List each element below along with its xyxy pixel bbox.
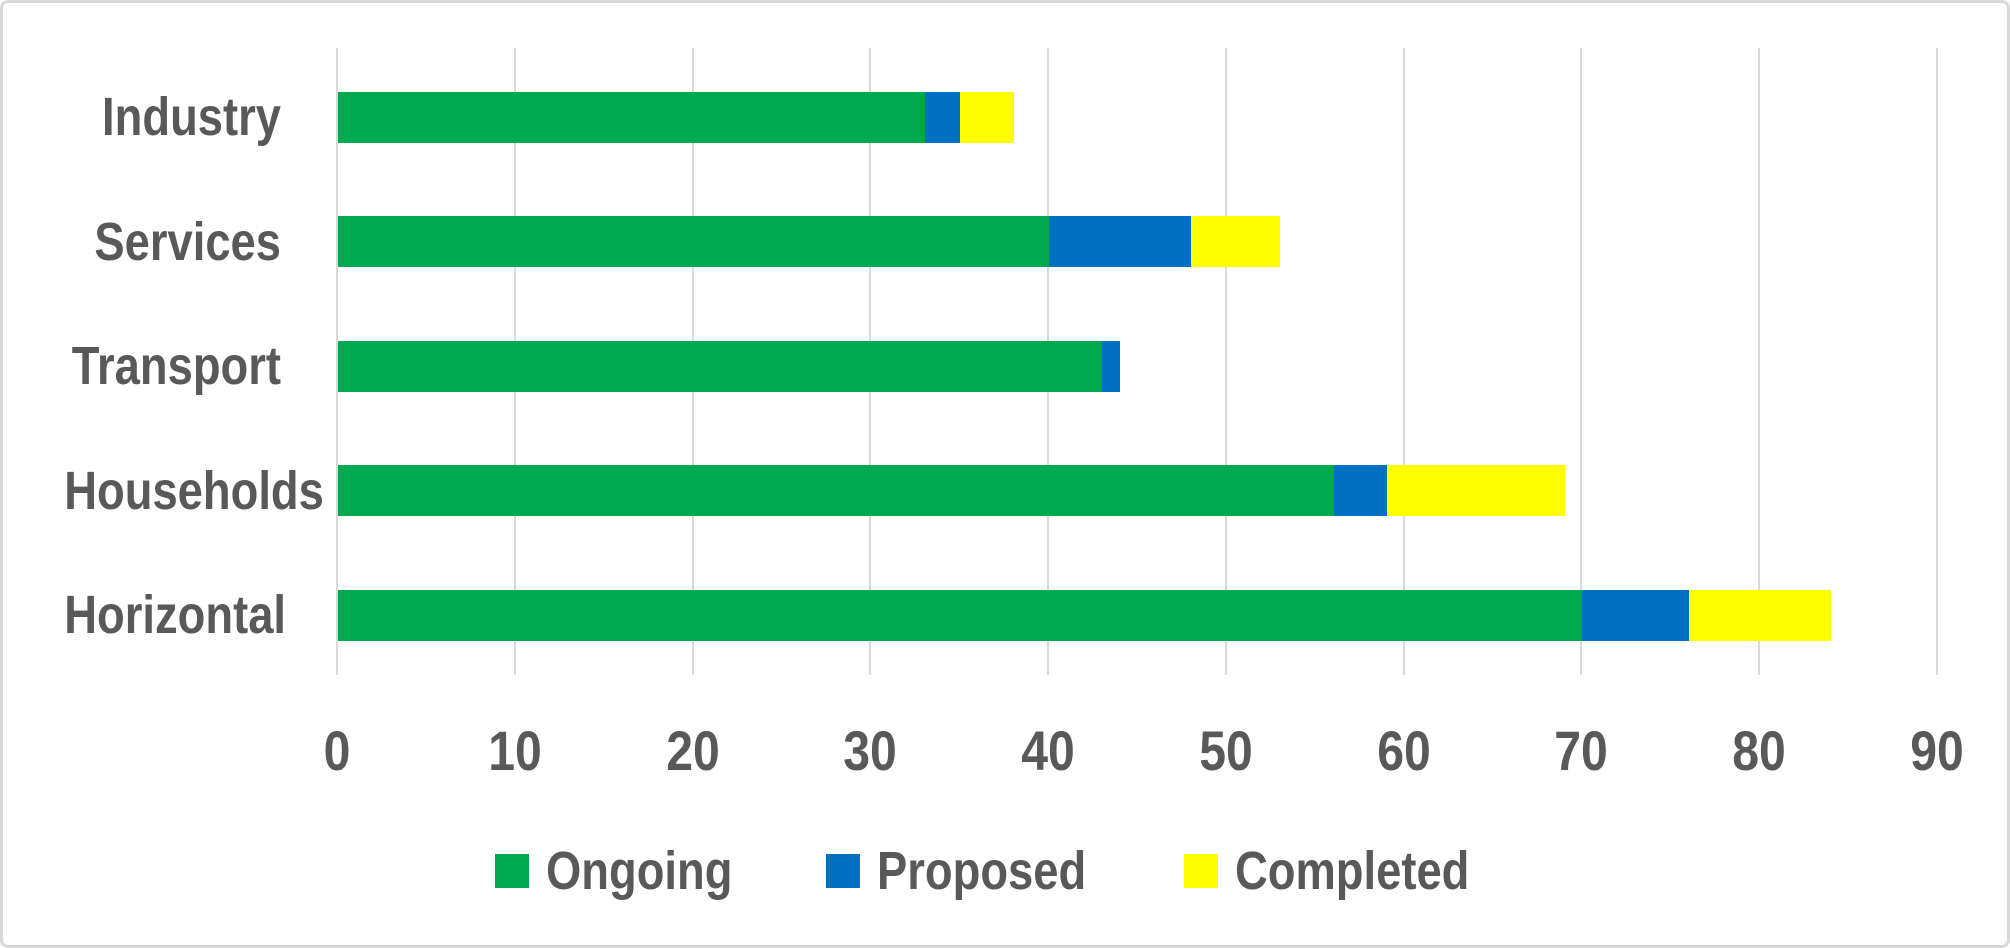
category-label-horizontal: Horizontal	[64, 585, 287, 645]
legend-swatch-proposed	[826, 854, 861, 888]
bar-segment-horizontal-completed[interactable]	[1689, 589, 1832, 641]
gridline-50	[1224, 48, 1227, 675]
bar-segment-households-ongoing[interactable]	[338, 465, 1334, 516]
x-axis-tick-label-0: 0	[323, 719, 351, 782]
legend-item-proposed[interactable]: Proposed	[826, 841, 1126, 901]
x-axis-tick-label-50: 50	[1199, 719, 1253, 782]
legend-item-completed[interactable]: Completed	[1184, 841, 1514, 901]
bar-segment-industry-proposed[interactable]	[924, 91, 961, 143]
x-axis-tick-label-30: 30	[843, 719, 898, 782]
x-axis-tick-label-80: 80	[1732, 719, 1786, 782]
gridline-0	[336, 48, 338, 675]
gridline-60	[1402, 48, 1405, 675]
legend-label-completed: Completed	[1235, 841, 1470, 901]
gridline-90	[1936, 48, 1938, 675]
legend: Ongoing Proposed Completed	[3, 841, 2007, 901]
x-axis-tick-label-60: 60	[1376, 719, 1431, 782]
category-label-services: Services	[94, 211, 281, 272]
legend-item-ongoing[interactable]: Ongoing	[495, 841, 768, 901]
plot-area: 0 10 20 30 40 50 60 70 80 90 Industry Services Trans…	[3, 3, 2007, 945]
gridline-80	[1758, 48, 1761, 675]
x-axis-tick-label-90: 90	[1910, 719, 1964, 782]
bar-segment-transport-proposed[interactable]	[1102, 340, 1121, 392]
x-axis-tick-label-40: 40	[1021, 719, 1075, 782]
gridline-70	[1580, 48, 1583, 675]
bar-segment-industry-ongoing[interactable]	[338, 91, 925, 143]
bar-segment-households-proposed[interactable]	[1333, 465, 1387, 516]
legend-swatch-ongoing	[495, 854, 530, 888]
category-label-households: Households	[64, 460, 324, 521]
x-axis-tick-label-10: 10	[487, 719, 542, 782]
x-axis-tick-label-70: 70	[1554, 719, 1609, 782]
bar-segment-transport-ongoing[interactable]	[338, 340, 1103, 392]
legend-label-proposed: Proposed	[877, 841, 1087, 901]
bar-segment-households-completed[interactable]	[1386, 465, 1565, 516]
category-label-transport: Transport	[71, 336, 282, 396]
legend-label-ongoing: Ongoing	[546, 841, 733, 901]
bar-segment-horizontal-proposed[interactable]	[1582, 589, 1690, 641]
bar-segment-horizontal-ongoing[interactable]	[338, 589, 1583, 641]
legend-swatch-completed	[1184, 854, 1219, 888]
bar-segment-services-ongoing[interactable]	[338, 216, 1050, 267]
category-label-industry: Industry	[102, 87, 281, 147]
bar-segment-services-completed[interactable]	[1191, 216, 1281, 267]
bar-segment-services-proposed[interactable]	[1049, 216, 1192, 267]
bar-segment-industry-completed[interactable]	[960, 91, 1014, 143]
x-axis-tick-label-20: 20	[665, 719, 720, 782]
